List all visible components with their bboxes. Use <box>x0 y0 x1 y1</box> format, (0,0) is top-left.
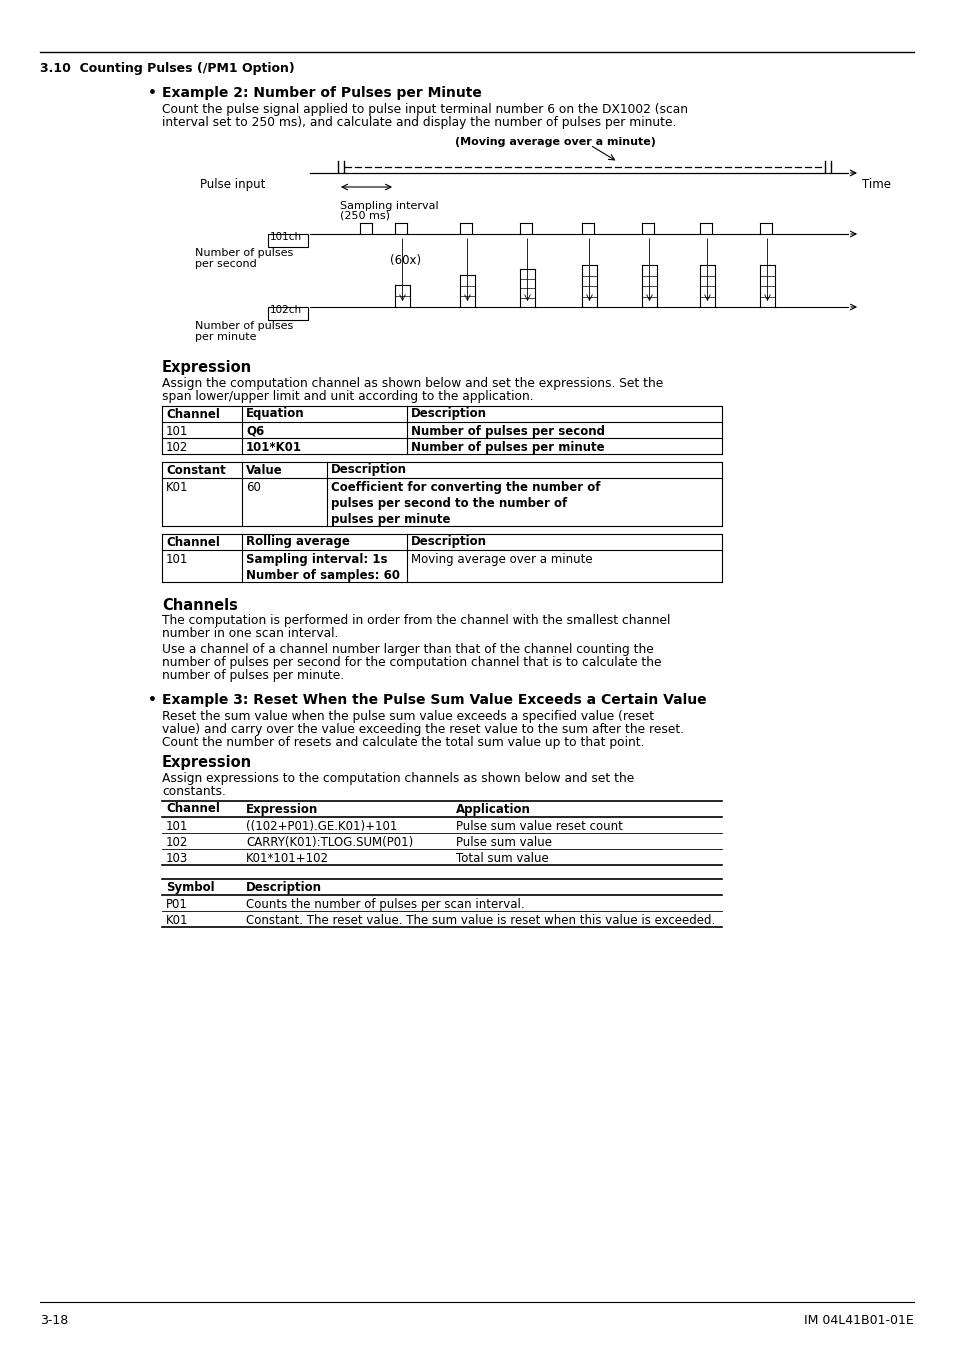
Text: Description: Description <box>411 536 486 548</box>
Text: value) and carry over the value exceeding the reset value to the sum after the r: value) and carry over the value exceedin… <box>162 724 683 736</box>
Text: interval set to 250 ms), and calculate and display the number of pulses per minu: interval set to 250 ms), and calculate a… <box>162 116 676 130</box>
Text: (60x): (60x) <box>390 254 420 267</box>
Text: pulses per minute: pulses per minute <box>331 513 450 526</box>
Text: 101: 101 <box>166 425 188 437</box>
Text: The computation is performed in order from the channel with the smallest channel: The computation is performed in order fr… <box>162 614 670 626</box>
Text: 3.10  Counting Pulses (/PM1 Option): 3.10 Counting Pulses (/PM1 Option) <box>40 62 294 76</box>
Text: Counts the number of pulses per scan interval.: Counts the number of pulses per scan int… <box>246 898 524 911</box>
Text: Example 2: Number of Pulses per Minute: Example 2: Number of Pulses per Minute <box>162 86 481 100</box>
Text: constants.: constants. <box>162 784 226 798</box>
Text: 101: 101 <box>166 819 188 833</box>
Text: Count the pulse signal applied to pulse input terminal number 6 on the DX1002 (s: Count the pulse signal applied to pulse … <box>162 103 687 116</box>
Text: Number of pulses: Number of pulses <box>194 321 293 331</box>
Text: Assign expressions to the computation channels as shown below and set the: Assign expressions to the computation ch… <box>162 772 634 784</box>
Text: Expression: Expression <box>162 360 252 375</box>
Text: pulses per second to the number of: pulses per second to the number of <box>331 497 567 510</box>
Text: Description: Description <box>411 408 486 420</box>
Text: Channel: Channel <box>166 408 219 420</box>
Text: Application: Application <box>456 802 530 815</box>
Text: 102: 102 <box>166 836 188 849</box>
Text: Channel: Channel <box>166 802 219 815</box>
Text: Number of pulses per minute: Number of pulses per minute <box>411 441 604 454</box>
Text: Number of samples: 60: Number of samples: 60 <box>246 568 399 582</box>
Text: K01*101+102: K01*101+102 <box>246 852 329 865</box>
Text: Moving average over a minute: Moving average over a minute <box>411 554 592 566</box>
Text: (Moving average over a minute): (Moving average over a minute) <box>454 136 655 147</box>
Text: Number of pulses: Number of pulses <box>194 248 293 258</box>
Text: Assign the computation channel as shown below and set the expressions. Set the: Assign the computation channel as shown … <box>162 377 662 390</box>
Text: Equation: Equation <box>246 408 304 420</box>
Text: ((102+P01).GE.K01)+101: ((102+P01).GE.K01)+101 <box>246 819 397 833</box>
Text: per minute: per minute <box>194 332 256 342</box>
Text: Use a channel of a channel number larger than that of the channel counting the: Use a channel of a channel number larger… <box>162 643 653 656</box>
Text: Pulse sum value: Pulse sum value <box>456 836 552 849</box>
Text: Constant: Constant <box>166 463 226 477</box>
Text: Coefficient for converting the number of: Coefficient for converting the number of <box>331 481 599 494</box>
Text: Pulse sum value reset count: Pulse sum value reset count <box>456 819 622 833</box>
Text: 101ch: 101ch <box>270 232 302 242</box>
Text: 103: 103 <box>166 852 188 865</box>
Text: (250 ms): (250 ms) <box>339 211 390 221</box>
Text: Channel: Channel <box>166 536 219 548</box>
Text: Time: Time <box>862 178 890 190</box>
Text: Q6: Q6 <box>246 425 264 437</box>
Text: 102ch: 102ch <box>270 305 302 315</box>
Text: •: • <box>148 86 156 100</box>
Text: per second: per second <box>194 259 256 269</box>
Text: Number of pulses per second: Number of pulses per second <box>411 425 604 437</box>
Text: 101*K01: 101*K01 <box>246 441 302 454</box>
Text: 102: 102 <box>166 441 188 454</box>
Text: Rolling average: Rolling average <box>246 536 350 548</box>
Text: 101: 101 <box>166 554 188 566</box>
Text: Count the number of resets and calculate the total sum value up to that point.: Count the number of resets and calculate… <box>162 736 644 749</box>
Text: •: • <box>148 693 156 707</box>
Text: Total sum value: Total sum value <box>456 852 548 865</box>
Text: Channels: Channels <box>162 598 237 613</box>
Bar <box>268 234 308 247</box>
Text: Value: Value <box>246 463 282 477</box>
Text: Sampling interval: 1s: Sampling interval: 1s <box>246 554 387 566</box>
Text: Description: Description <box>246 880 322 894</box>
Text: Sampling interval: Sampling interval <box>339 201 438 211</box>
Text: Symbol: Symbol <box>166 880 214 894</box>
Text: Reset the sum value when the pulse sum value exceeds a specified value (reset: Reset the sum value when the pulse sum v… <box>162 710 654 724</box>
Text: 3-18: 3-18 <box>40 1314 69 1327</box>
Text: Constant. The reset value. The sum value is reset when this value is exceeded.: Constant. The reset value. The sum value… <box>246 914 715 927</box>
Text: K01: K01 <box>166 914 189 927</box>
Text: number of pulses per minute.: number of pulses per minute. <box>162 670 344 682</box>
Text: IM 04L41B01-01E: IM 04L41B01-01E <box>803 1314 913 1327</box>
Text: Expression: Expression <box>246 802 318 815</box>
Text: CARRY(K01):TLOG.SUM(P01): CARRY(K01):TLOG.SUM(P01) <box>246 836 413 849</box>
Text: Description: Description <box>331 463 407 477</box>
Text: number in one scan interval.: number in one scan interval. <box>162 626 338 640</box>
Text: Expression: Expression <box>162 755 252 770</box>
Text: Pulse input: Pulse input <box>200 178 265 190</box>
Text: number of pulses per second for the computation channel that is to calculate the: number of pulses per second for the comp… <box>162 656 660 670</box>
Text: P01: P01 <box>166 898 188 911</box>
Text: Example 3: Reset When the Pulse Sum Value Exceeds a Certain Value: Example 3: Reset When the Pulse Sum Valu… <box>162 693 706 707</box>
Text: span lower/upper limit and unit according to the application.: span lower/upper limit and unit accordin… <box>162 390 533 404</box>
Bar <box>268 306 308 320</box>
Text: 60: 60 <box>246 481 260 494</box>
Text: K01: K01 <box>166 481 189 494</box>
